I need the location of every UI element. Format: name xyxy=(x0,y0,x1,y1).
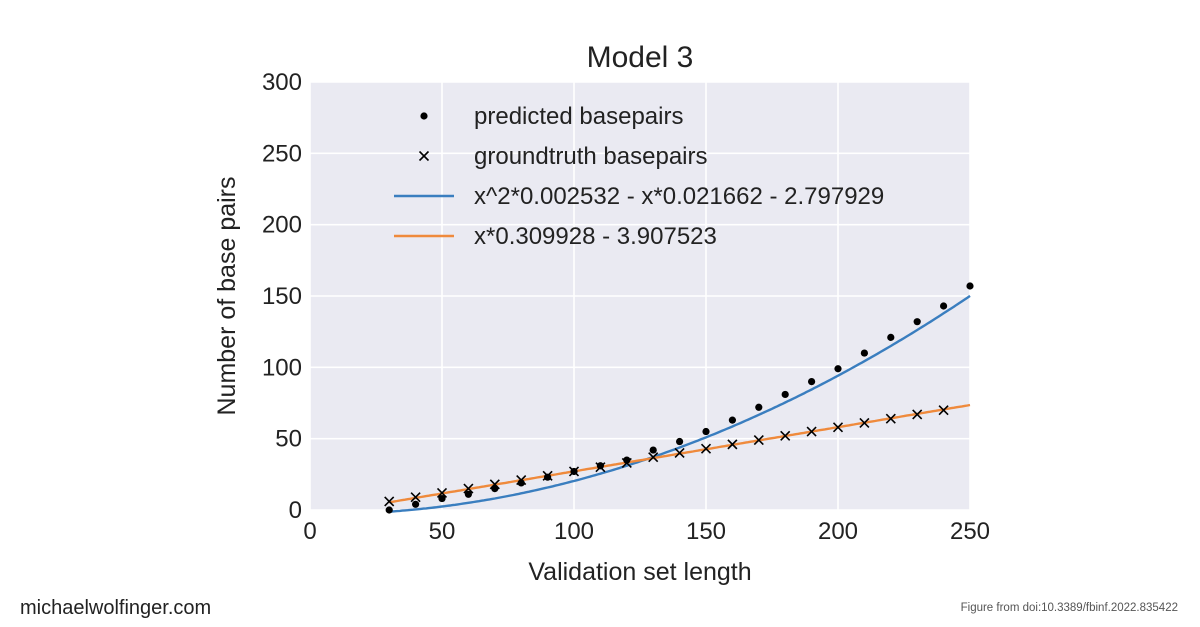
legend-item-groundtruth: groundtruth basepairs xyxy=(418,143,707,170)
predicted-point xyxy=(781,390,789,399)
predicted-point xyxy=(808,378,816,386)
groundtruth-point xyxy=(938,405,949,416)
y-tick-label: 0 xyxy=(289,497,302,524)
x-tick-label: 50 xyxy=(429,518,456,545)
predicted-point xyxy=(544,473,552,481)
legend: predicted basepairs groundtruth basepairs… xyxy=(394,103,884,250)
x-axis-label: Validation set length xyxy=(528,558,751,586)
predicted-point xyxy=(728,416,737,424)
groundtruth-point xyxy=(674,447,685,458)
predicted-point xyxy=(860,349,869,357)
groundtruth-point xyxy=(700,443,712,454)
groundtruth-point xyxy=(568,466,580,477)
chart-title: Model 3 xyxy=(587,41,694,74)
y-tick-label: 250 xyxy=(262,140,302,167)
groundtruth-point xyxy=(542,470,553,481)
y-tick-label: 300 xyxy=(262,69,302,96)
predicted-point xyxy=(464,490,472,498)
groundtruth-point xyxy=(489,479,500,490)
legend-item-predicted: predicted basepairs xyxy=(420,103,683,130)
y-tick-label: 150 xyxy=(262,283,302,310)
x-tick-label: 100 xyxy=(554,518,594,545)
x-tick-label: 0 xyxy=(303,518,316,545)
groundtruth-point xyxy=(885,413,896,424)
predicted-point xyxy=(702,427,710,436)
legend-label: x*0.309928 - 3.907523 xyxy=(474,223,717,250)
predicted-point xyxy=(966,282,974,290)
groundtruth-point xyxy=(463,483,474,494)
y-axis-label: Number of base pairs xyxy=(213,176,241,415)
groundtruth-point xyxy=(859,417,870,429)
x-marker-icon xyxy=(418,150,430,162)
groundtruth-point xyxy=(648,452,659,463)
data-markers xyxy=(384,282,974,514)
x-tick-label: 200 xyxy=(818,518,858,545)
groundtruth-point xyxy=(780,430,791,441)
groundtruth-point xyxy=(436,487,448,498)
groundtruth-point xyxy=(595,462,606,473)
legend-label: x^2*0.002532 - x*0.021662 - 2.797929 xyxy=(474,183,884,210)
predicted-point xyxy=(913,318,921,326)
groundtruth-point xyxy=(621,457,632,468)
legend-item-quadratic-fit: x^2*0.002532 - x*0.021662 - 2.797929 xyxy=(394,183,884,210)
x-tick-label: 250 xyxy=(950,518,990,545)
footer-source-credit: Figure from doi:10.3389/fbinf.2022.83542… xyxy=(960,602,1178,614)
groundtruth-point xyxy=(912,409,923,420)
y-tick-label: 200 xyxy=(262,212,302,239)
predicted-point xyxy=(834,365,842,373)
predicted-point xyxy=(649,446,657,454)
grid-lines xyxy=(309,81,971,511)
predicted-point xyxy=(412,500,420,508)
x-tick-label: 150 xyxy=(686,518,726,545)
y-tick-label: 100 xyxy=(262,354,302,381)
tick-labels: 0 50 100 150 200 250 0 50 100 150 200 250 300 xyxy=(262,69,990,545)
predicted-point xyxy=(940,302,948,310)
legend-label: groundtruth basepairs xyxy=(474,143,707,170)
groundtruth-point xyxy=(516,474,527,486)
dot-marker-icon xyxy=(420,112,428,120)
groundtruth-point xyxy=(410,492,421,503)
groundtruth-point xyxy=(727,439,738,450)
predicted-point xyxy=(385,506,393,514)
legend-label: predicted basepairs xyxy=(474,103,683,130)
predicted-point xyxy=(755,403,763,411)
predicted-point xyxy=(438,494,446,503)
predicted-point xyxy=(596,462,605,470)
groundtruth-point xyxy=(384,496,395,507)
predicted-point xyxy=(887,333,895,341)
footer-site-name: michaelwolfinger.com xyxy=(20,597,212,619)
quadratic-fit-line xyxy=(389,294,971,513)
predicted-point xyxy=(676,437,684,446)
groundtruth-point xyxy=(806,426,817,437)
y-tick-label: 50 xyxy=(275,426,302,453)
groundtruth-point xyxy=(753,435,764,446)
legend-item-linear-fit: x*0.309928 - 3.907523 xyxy=(394,223,717,250)
groundtruth-point xyxy=(832,422,844,433)
